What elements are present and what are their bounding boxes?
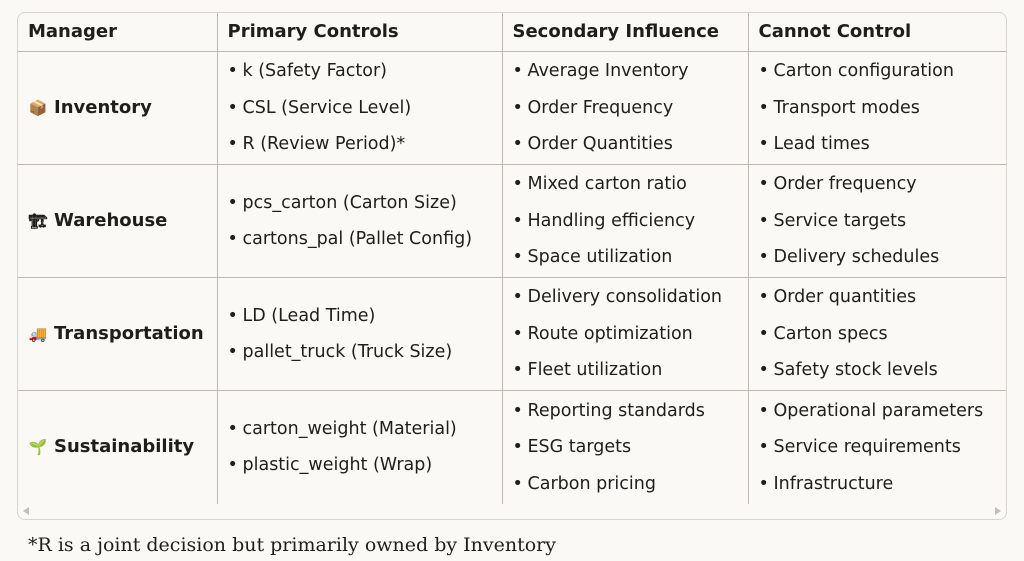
table-row: 🌱 Sustainability carton_weight (Material)…: [18, 390, 1006, 504]
primary-controls-cell: carton_weight (Material) plastic_weight …: [217, 390, 503, 504]
manager-label: Transportation: [54, 322, 204, 344]
list-item: Lead times: [759, 126, 998, 163]
package-icon: 📦: [28, 98, 48, 117]
list-item: Handling efficiency: [513, 203, 738, 240]
scroll-left-arrow-icon[interactable]: [23, 507, 29, 515]
cannot-control-cell: Carton configuration Transport modes Lea…: [748, 51, 1006, 165]
list-item: pcs_carton (Carton Size): [228, 185, 492, 222]
cannot-control-cell: Order frequency Service targets Delivery…: [748, 164, 1006, 278]
list-item: Transport modes: [759, 90, 998, 127]
list-item: Delivery schedules: [759, 239, 998, 276]
manager-controls-table: Manager Primary Controls Secondary Influ…: [18, 13, 1006, 504]
manager-label: Sustainability: [54, 436, 195, 457]
header-primary-controls: Primary Controls: [217, 13, 503, 52]
table-row: 📦 Inventory k (Safety Factor) CSL (Servic…: [18, 51, 1006, 165]
list-item: Order Frequency: [513, 90, 738, 127]
cannot-control-cell: Order quantities Carton specs Safety sto…: [748, 277, 1006, 391]
list-item: Carbon pricing: [513, 466, 738, 503]
seedling-icon: 🌱: [28, 438, 48, 456]
list-item: Mixed carton ratio: [513, 166, 738, 203]
list-item: CSL (Service Level): [228, 90, 492, 127]
list-item: Service requirements: [759, 429, 998, 466]
list-item: Space utilization: [513, 239, 738, 276]
truck-icon: 🚚: [28, 324, 48, 343]
manager-cell: 🏗 Warehouse: [18, 164, 218, 278]
primary-controls-cell: k (Safety Factor) CSL (Service Level) R …: [217, 51, 503, 165]
list-item: Fleet utilization: [513, 352, 738, 389]
secondary-influence-cell: Reporting standards ESG targets Carbon p…: [502, 390, 749, 504]
table-header-row: Manager Primary Controls Secondary Influ…: [18, 13, 1006, 52]
list-item: Operational parameters: [759, 393, 998, 430]
footnote: *R is a joint decision but primarily own…: [28, 534, 556, 556]
list-item: Delivery consolidation: [513, 279, 738, 316]
manager-label: Warehouse: [54, 209, 168, 231]
list-item: Carton configuration: [759, 53, 998, 90]
primary-controls-cell: pcs_carton (Carton Size) cartons_pal (Pa…: [217, 164, 503, 278]
header-secondary-influence: Secondary Influence: [502, 13, 749, 52]
list-item: Route optimization: [513, 316, 738, 353]
table-row: 🚚 Transportation LD (Lead Time) pallet_tr…: [18, 277, 1006, 391]
list-item: Average Inventory: [513, 53, 738, 90]
crane-icon: 🏗: [28, 211, 48, 230]
manager-cell: 📦 Inventory: [18, 51, 218, 165]
manager-cell: 🌱 Sustainability: [18, 390, 218, 504]
manager-controls-table-container: Manager Primary Controls Secondary Influ…: [17, 12, 1007, 520]
list-item: Carton specs: [759, 316, 998, 353]
scroll-right-arrow-icon[interactable]: [995, 507, 1001, 515]
list-item: pallet_truck (Truck Size): [228, 334, 492, 371]
header-cannot-control: Cannot Control: [748, 13, 1006, 52]
list-item: R (Review Period)*: [228, 126, 492, 163]
secondary-influence-cell: Average Inventory Order Frequency Order …: [502, 51, 749, 165]
list-item: ESG targets: [513, 429, 738, 466]
manager-label: Inventory: [54, 96, 152, 118]
list-item: Order frequency: [759, 166, 998, 203]
list-item: Order quantities: [759, 279, 998, 316]
secondary-influence-cell: Delivery consolidation Route optimizatio…: [502, 277, 749, 391]
horizontal-scrollbar[interactable]: [18, 505, 1006, 519]
list-item: LD (Lead Time): [228, 298, 492, 335]
secondary-influence-cell: Mixed carton ratio Handling efficiency S…: [502, 164, 749, 278]
list-item: cartons_pal (Pallet Config): [228, 221, 492, 258]
list-item: k (Safety Factor): [228, 53, 492, 90]
list-item: Infrastructure: [759, 466, 998, 503]
primary-controls-cell: LD (Lead Time) pallet_truck (Truck Size): [217, 277, 503, 391]
table-row: 🏗 Warehouse pcs_carton (Carton Size) cart…: [18, 164, 1006, 278]
manager-cell: 🚚 Transportation: [18, 277, 218, 391]
list-item: Safety stock levels: [759, 352, 998, 389]
list-item: plastic_weight (Wrap): [228, 447, 492, 484]
list-item: Order Quantities: [513, 126, 738, 163]
header-manager: Manager: [18, 13, 218, 52]
list-item: carton_weight (Material): [228, 411, 492, 448]
cannot-control-cell: Operational parameters Service requireme…: [748, 391, 1006, 504]
list-item: Service targets: [759, 203, 998, 240]
list-item: Reporting standards: [513, 393, 738, 430]
